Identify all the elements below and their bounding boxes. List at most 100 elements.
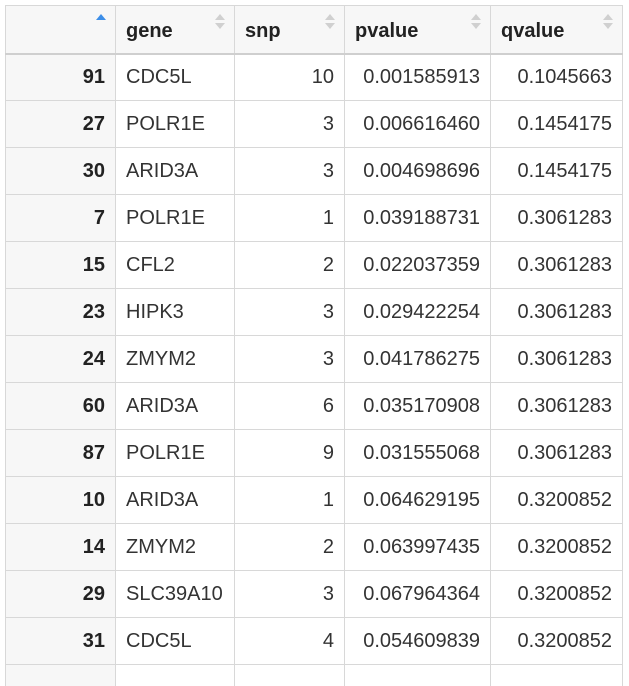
table-header: gene snp pvalue qvalue: [5, 5, 623, 55]
snp-cell: 1: [234, 476, 345, 524]
column-header-label: gene: [126, 19, 173, 42]
sort-icon[interactable]: [471, 14, 481, 32]
pvalue-cell: 0.039188731: [344, 194, 491, 242]
pvalue-cell: 0.035170908: [344, 382, 491, 430]
snp-cell: [234, 664, 345, 686]
sort-icon[interactable]: [603, 14, 613, 32]
snp-cell: 3: [234, 147, 345, 195]
gene-cell: ARID3A: [115, 382, 235, 430]
gene-cell: POLR1E: [115, 100, 235, 148]
row-index-cell: [5, 664, 116, 686]
gene-cell: ARID3A: [115, 476, 235, 524]
gene-cell: ARID3A: [115, 147, 235, 195]
pvalue-cell: 0.064629195: [344, 476, 491, 524]
snp-cell: 3: [234, 570, 345, 618]
row-index-cell: 91: [5, 53, 116, 101]
qvalue-cell: 0.3061283: [490, 241, 623, 289]
gene-cell: CFL2: [115, 241, 235, 289]
gene-cell: CDC5L: [115, 617, 235, 665]
snp-cell: 10: [234, 53, 345, 101]
qvalue-cell: [490, 664, 623, 686]
header-row: gene snp pvalue qvalue: [5, 5, 623, 55]
pvalue-cell: [344, 664, 491, 686]
qvalue-cell: 0.3061283: [490, 382, 623, 430]
gene-cell: SLC39A10: [115, 570, 235, 618]
column-header-snp[interactable]: snp: [234, 5, 345, 55]
pvalue-cell: 0.029422254: [344, 288, 491, 336]
row-index-cell: 10: [5, 476, 116, 524]
table-row[interactable]: [5, 664, 623, 686]
snp-cell: 6: [234, 382, 345, 430]
sort-ascending-icon[interactable]: [96, 14, 106, 32]
row-index-cell: 87: [5, 429, 116, 477]
table-row[interactable]: 60 ARID3A 6 0.035170908 0.3061283: [5, 382, 623, 430]
table-row[interactable]: 10 ARID3A 1 0.064629195 0.3200852: [5, 476, 623, 524]
pvalue-cell: 0.004698696: [344, 147, 491, 195]
row-index-cell: 23: [5, 288, 116, 336]
qvalue-cell: 0.3200852: [490, 617, 623, 665]
column-header-gene[interactable]: gene: [115, 5, 235, 55]
qvalue-cell: 0.3061283: [490, 335, 623, 383]
pvalue-cell: 0.041786275: [344, 335, 491, 383]
qvalue-cell: 0.1454175: [490, 100, 623, 148]
snp-cell: 2: [234, 241, 345, 289]
gene-cell: CDC5L: [115, 53, 235, 101]
pvalue-cell: 0.063997435: [344, 523, 491, 571]
qvalue-cell: 0.1454175: [490, 147, 623, 195]
row-index-cell: 14: [5, 523, 116, 571]
pvalue-cell: 0.022037359: [344, 241, 491, 289]
table-row[interactable]: 14 ZMYM2 2 0.063997435 0.3200852: [5, 523, 623, 571]
table-row[interactable]: 87 POLR1E 9 0.031555068 0.3061283: [5, 429, 623, 477]
data-table-container: gene snp pvalue qvalue 91 CDC5L 10 0.001585913…: [5, 5, 629, 686]
gene-cell: [115, 664, 235, 686]
table-row[interactable]: 15 CFL2 2 0.022037359 0.3061283: [5, 241, 623, 289]
snp-cell: 4: [234, 617, 345, 665]
gene-cell: POLR1E: [115, 194, 235, 242]
table-body: 91 CDC5L 10 0.001585913 0.1045663 27 POLR1E 3 0.…: [5, 53, 623, 686]
qvalue-cell: 0.1045663: [490, 53, 623, 101]
pvalue-cell: 0.054609839: [344, 617, 491, 665]
pvalue-cell: 0.031555068: [344, 429, 491, 477]
column-header-label: pvalue: [355, 19, 419, 42]
pvalue-cell: 0.067964364: [344, 570, 491, 618]
qvalue-cell: 0.3061283: [490, 429, 623, 477]
row-index-cell: 27: [5, 100, 116, 148]
table-row[interactable]: 24 ZMYM2 3 0.041786275 0.3061283: [5, 335, 623, 383]
gene-cell: ZMYM2: [115, 523, 235, 571]
qvalue-cell: 0.3061283: [490, 288, 623, 336]
column-header-index[interactable]: [5, 5, 116, 55]
gene-cell: ZMYM2: [115, 335, 235, 383]
row-index-cell: 30: [5, 147, 116, 195]
snp-cell: 3: [234, 100, 345, 148]
qvalue-cell: 0.3200852: [490, 523, 623, 571]
row-index-cell: 15: [5, 241, 116, 289]
table-row[interactable]: 30 ARID3A 3 0.004698696 0.1454175: [5, 147, 623, 195]
table-row[interactable]: 7 POLR1E 1 0.039188731 0.3061283: [5, 194, 623, 242]
snp-cell: 9: [234, 429, 345, 477]
row-index-cell: 24: [5, 335, 116, 383]
sort-icon[interactable]: [215, 14, 225, 32]
table-row[interactable]: 27 POLR1E 3 0.006616460 0.1454175: [5, 100, 623, 148]
table-row[interactable]: 91 CDC5L 10 0.001585913 0.1045663: [5, 53, 623, 101]
row-index-cell: 29: [5, 570, 116, 618]
table-row[interactable]: 23 HIPK3 3 0.029422254 0.3061283: [5, 288, 623, 336]
snp-cell: 3: [234, 288, 345, 336]
table-row[interactable]: 29 SLC39A10 3 0.067964364 0.3200852: [5, 570, 623, 618]
qvalue-cell: 0.3061283: [490, 194, 623, 242]
sort-icon[interactable]: [325, 14, 335, 32]
gene-cell: POLR1E: [115, 429, 235, 477]
gene-cell: HIPK3: [115, 288, 235, 336]
table-row[interactable]: 31 CDC5L 4 0.054609839 0.3200852: [5, 617, 623, 665]
snp-cell: 1: [234, 194, 345, 242]
qvalue-cell: 0.3200852: [490, 476, 623, 524]
column-header-label: qvalue: [501, 19, 565, 42]
snp-cell: 3: [234, 335, 345, 383]
row-index-cell: 7: [5, 194, 116, 242]
pvalue-cell: 0.006616460: [344, 100, 491, 148]
qvalue-cell: 0.3200852: [490, 570, 623, 618]
column-header-qvalue[interactable]: qvalue: [490, 5, 623, 55]
row-index-cell: 31: [5, 617, 116, 665]
snp-cell: 2: [234, 523, 345, 571]
column-header-pvalue[interactable]: pvalue: [344, 5, 491, 55]
pvalue-cell: 0.001585913: [344, 53, 491, 101]
